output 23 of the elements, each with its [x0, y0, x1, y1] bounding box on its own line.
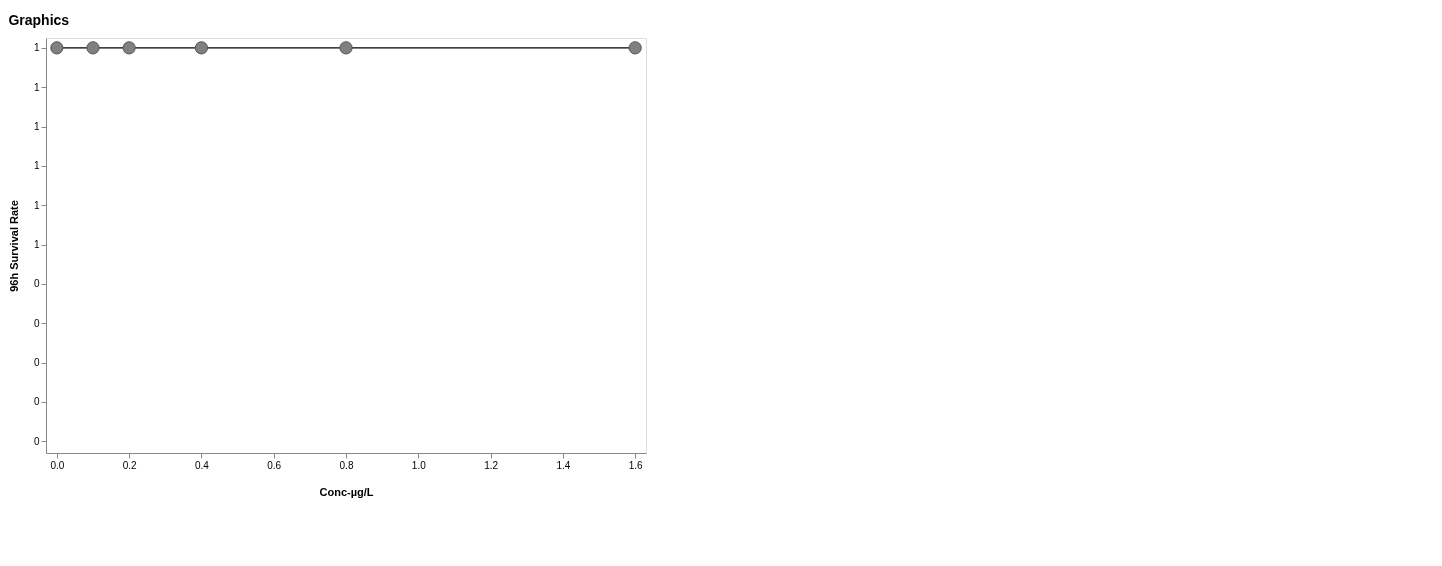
y-tick-label: 1 — [33, 42, 40, 54]
x-tick-label: 0.0 — [50, 459, 65, 471]
y-tick-label: 1 — [33, 160, 40, 172]
y-tick-label: 1 — [33, 81, 40, 93]
y-tick-label: 0 — [33, 435, 40, 447]
y-tick-label: 0 — [33, 278, 40, 290]
x-tick-label: 0.8 — [339, 459, 354, 471]
x-tick-label: 1.2 — [484, 459, 499, 471]
chart-title: Graphics — [8, 12, 70, 28]
y-tick-label: 1 — [33, 239, 40, 251]
x-tick-label: 0.2 — [122, 459, 138, 471]
x-axis-title: Conc-µg/L — [319, 485, 374, 498]
x-tick-label: 0.4 — [194, 459, 210, 471]
x-tick-label: 1.0 — [411, 459, 427, 471]
x-tick-label: 1.6 — [628, 459, 644, 471]
y-tick-label: 0 — [33, 357, 40, 369]
y-tick-label: 0 — [33, 317, 40, 329]
x-tick-label: 0.6 — [267, 459, 282, 471]
y-tick-label: 0 — [33, 396, 40, 408]
y-axis-title: 96h Survival Rate — [7, 200, 20, 292]
y-tick-label: 1 — [33, 199, 40, 211]
x-tick-label: 1.4 — [556, 459, 571, 471]
y-tick-label: 1 — [33, 121, 40, 133]
